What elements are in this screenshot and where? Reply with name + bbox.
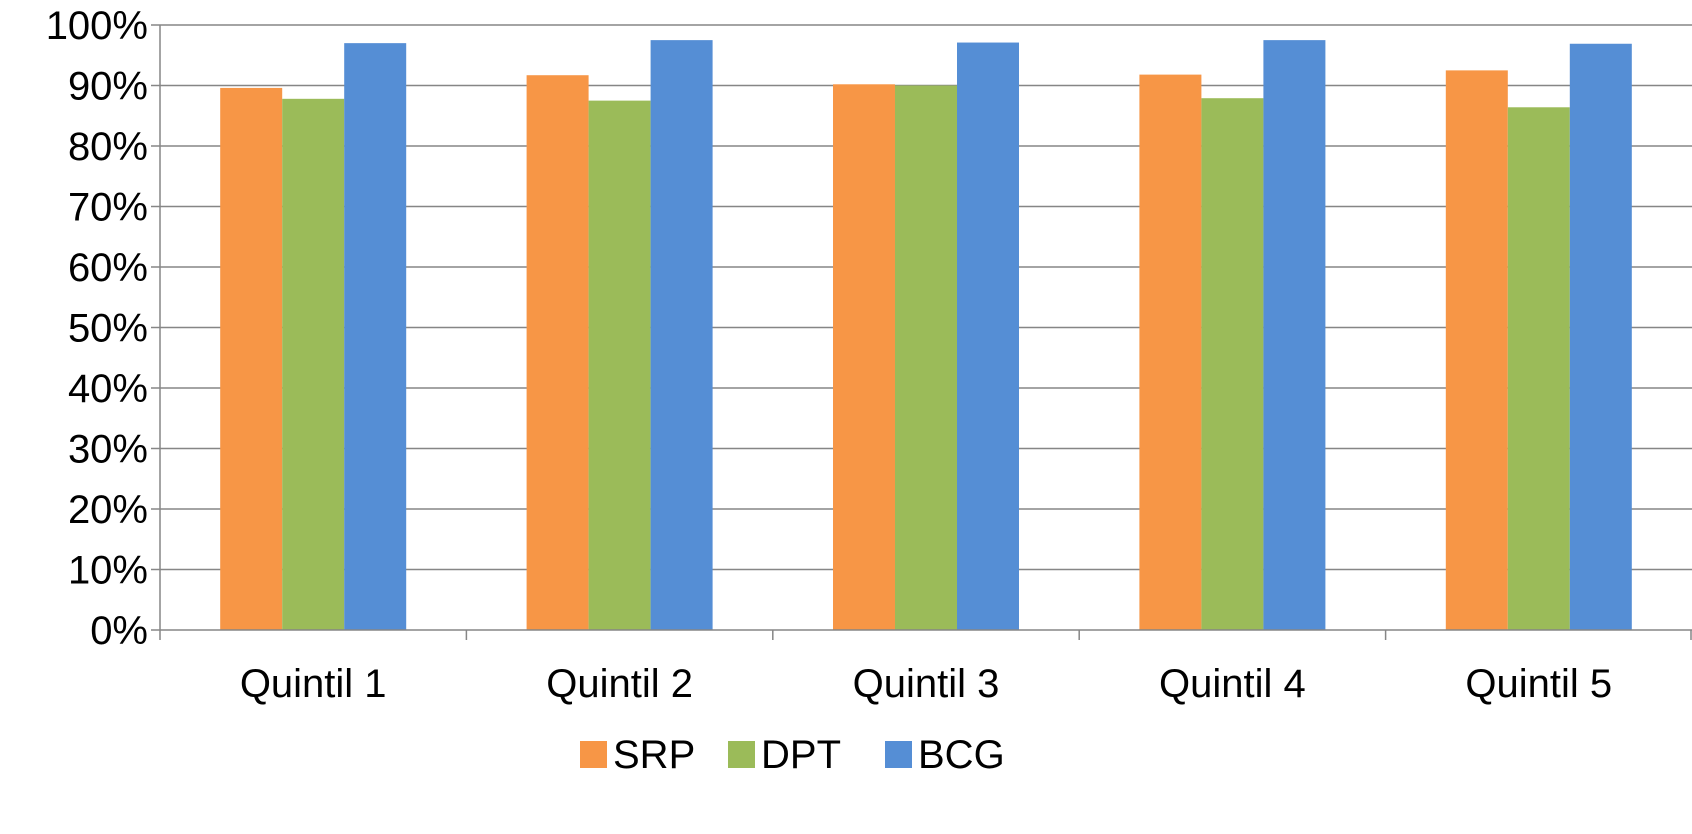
bar-bcg-2: [650, 40, 713, 630]
legend-swatch-dpt: [728, 741, 755, 768]
bar-srp-2: [526, 75, 589, 631]
bar-dpt-5: [1507, 107, 1570, 630]
legend-swatch-bcg: [885, 741, 912, 768]
bar-srp-5: [1445, 70, 1508, 630]
y-tick-label: 30%: [68, 428, 148, 472]
bar-bcg-3: [957, 42, 1019, 631]
y-tick-label: 20%: [68, 488, 148, 532]
y-tick-label: 60%: [68, 246, 148, 290]
y-tick-label: 50%: [68, 307, 148, 351]
bar-bcg-1: [344, 43, 407, 630]
x-tick-label: Quintil 2: [546, 662, 693, 706]
bar-dpt-4: [1201, 98, 1264, 630]
x-tick-label: Quintil 3: [853, 662, 1000, 706]
bar-dpt-2: [588, 100, 651, 630]
y-tick-label: 0%: [90, 609, 148, 653]
bar-bcg-5: [1569, 43, 1632, 630]
y-tick-label: 70%: [68, 186, 148, 230]
y-tick-label: 10%: [68, 549, 148, 593]
y-axis-tick-labels: 0% 10% 20% 30% 40% 50% 60% 70% 80% 90% 100%: [46, 4, 148, 653]
bar-bcg-4: [1263, 40, 1326, 630]
y-tick-label: 40%: [68, 367, 148, 411]
x-tick-label: Quintil 5: [1465, 662, 1612, 706]
bar-srp-1: [220, 87, 283, 631]
x-tick-label: Quintil 1: [240, 662, 387, 706]
bar-srp-3: [833, 84, 895, 631]
y-tick-label: 100%: [46, 4, 148, 48]
legend-label-dpt: DPT: [761, 733, 841, 777]
legend: SRP DPT BCG: [580, 733, 1005, 777]
x-tick-label: Quintil 4: [1159, 662, 1306, 706]
legend-label-srp: SRP: [613, 733, 695, 777]
bars: [220, 40, 1632, 631]
bar-srp-4: [1139, 74, 1202, 631]
y-tick-label: 80%: [68, 125, 148, 169]
legend-swatch-srp: [580, 741, 607, 768]
bar-dpt-3: [895, 85, 957, 630]
bar-dpt-1: [282, 98, 345, 630]
x-axis: Quintil 1 Quintil 2 Quintil 3 Quintil 4 Quin…: [159, 25, 1692, 706]
legend-label-bcg: BCG: [918, 733, 1005, 777]
y-tick-label: 90%: [68, 65, 148, 109]
